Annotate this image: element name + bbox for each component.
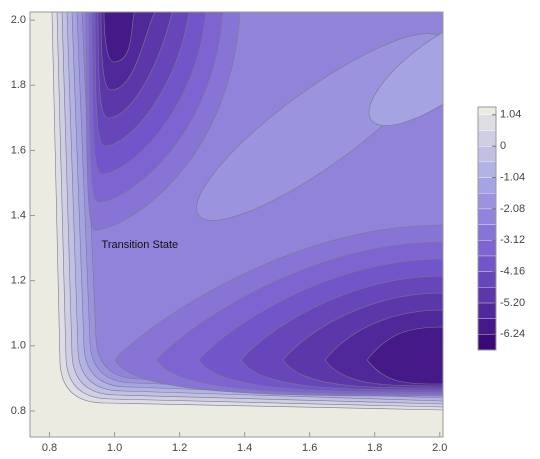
x-tick-label: 1.4: [237, 442, 252, 454]
colorbar-band: [477, 224, 497, 241]
colorbar-tick-label: -4.16: [500, 266, 525, 278]
y-tick-label: 0.8: [11, 405, 26, 417]
colorbar-tick-label: -5.20: [500, 297, 525, 309]
colorbar-tick-label: 1.04: [500, 109, 521, 121]
colorbar-band: [477, 106, 497, 115]
y-tick-label: 2.0: [11, 14, 26, 26]
contour-band: [103, 12, 139, 63]
contour-plot: [30, 12, 443, 437]
plot-frame: [29, 11, 444, 438]
colorbar-frame: [477, 106, 497, 351]
colorbar-band: [477, 287, 497, 304]
y-tick-label: 1.6: [11, 144, 26, 156]
colorbar-tick-label: 0: [500, 140, 506, 152]
colorbar-band: [477, 334, 497, 351]
x-tick-label: 1.2: [172, 442, 187, 454]
colorbar-tick-label: -1.04: [500, 171, 525, 183]
colorbar-band: [477, 193, 497, 210]
colorbar-band: [477, 302, 497, 319]
annotation: Transition State: [102, 239, 179, 251]
colorbar-band: [477, 240, 497, 257]
contour-band: [368, 14, 443, 126]
colorbar-band: [477, 208, 497, 225]
colorbar-tick-label: -3.12: [500, 234, 525, 246]
colorbar-tick-label: -2.08: [500, 203, 525, 215]
y-tick-label: 1.2: [11, 275, 26, 287]
contour-band: [366, 326, 443, 385]
y-tick-label: 1.0: [11, 340, 26, 352]
x-tick-label: 1.8: [367, 442, 382, 454]
colorbar-band: [477, 177, 497, 194]
x-tick-label: 1.6: [302, 442, 317, 454]
x-tick-label: 1.0: [107, 442, 122, 454]
colorbar-band: [477, 114, 497, 131]
colorbar-band: [477, 255, 497, 272]
x-tick-label: 2.0: [432, 442, 447, 454]
colorbar-band: [477, 271, 497, 288]
y-tick-label: 1.8: [11, 79, 26, 91]
colorbar-tick-label: -6.24: [500, 328, 525, 340]
colorbar-band: [477, 161, 497, 178]
y-tick-label: 1.4: [11, 209, 26, 221]
x-tick-label: 0.8: [42, 442, 57, 454]
colorbar-band: [477, 130, 497, 147]
colorbar-band: [477, 318, 497, 335]
colorbar-band: [477, 146, 497, 163]
